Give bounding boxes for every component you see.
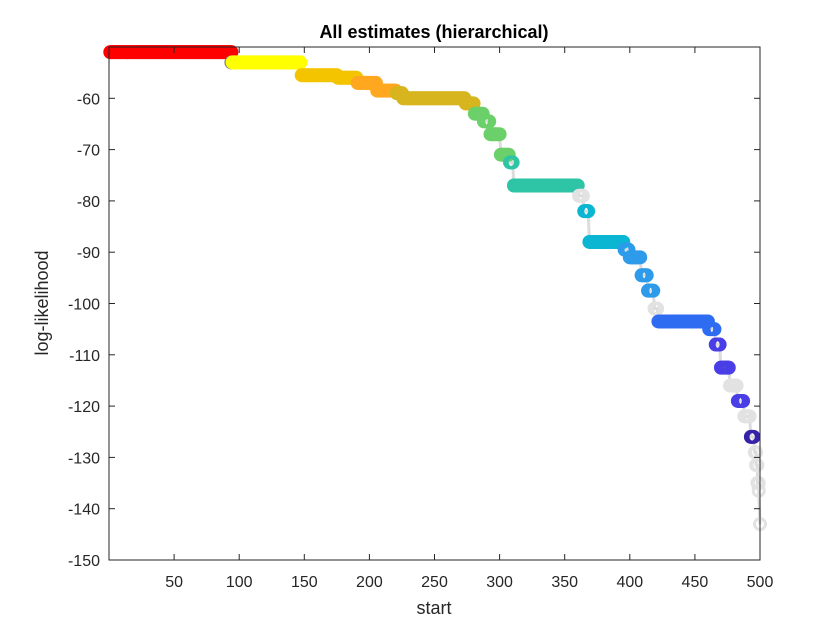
y-tick-label: -140	[68, 502, 100, 519]
data-point	[575, 188, 590, 203]
plot-background	[109, 47, 760, 560]
y-tick-label: -130	[68, 450, 100, 467]
plot-area	[103, 45, 767, 561]
data-point	[750, 458, 765, 473]
x-tick-label: 450	[682, 574, 709, 591]
y-axis-label: log-likelihood	[32, 250, 52, 355]
x-tick-label: 500	[747, 574, 774, 591]
x-tick-label: 50	[165, 574, 183, 591]
data-point	[729, 378, 744, 393]
x-tick-label: 400	[616, 574, 643, 591]
x-tick-label: 100	[226, 574, 253, 591]
x-axis-label: start	[416, 598, 451, 618]
data-point	[751, 476, 766, 491]
data-point	[736, 393, 751, 408]
x-tick-label: 350	[551, 574, 578, 591]
data-point	[650, 301, 665, 316]
x-tick-label: 150	[291, 574, 318, 591]
y-tick-label: -60	[77, 91, 100, 108]
y-tick-label: -120	[68, 399, 100, 416]
x-tick-label: 300	[486, 574, 513, 591]
x-tick-label: 250	[421, 574, 448, 591]
chart-title: All estimates (hierarchical)	[319, 22, 548, 42]
y-tick-label: -70	[77, 143, 100, 160]
data-points	[103, 45, 767, 532]
x-axis-ticks: 50 100 150 200 250 300 350 400 450 500	[165, 47, 773, 591]
y-tick-label: -150	[68, 553, 100, 570]
data-point	[751, 483, 766, 498]
data-point	[639, 268, 654, 283]
data-point	[721, 360, 736, 375]
data-point	[633, 250, 648, 265]
data-point	[746, 429, 761, 444]
data-point	[742, 409, 757, 424]
data-point	[482, 114, 497, 129]
data-point	[581, 204, 596, 219]
y-tick-label: -110	[69, 348, 100, 365]
data-point	[293, 55, 308, 70]
data-point	[505, 155, 520, 170]
data-point	[712, 337, 727, 352]
data-point	[707, 322, 722, 337]
y-axis-ticks: -60 -70 -80 -90 -100 -110 -120 -130 -140 -150	[68, 91, 760, 570]
x-tick-label: 200	[356, 574, 383, 591]
data-point	[492, 127, 507, 142]
y-tick-label: -80	[77, 194, 100, 211]
y-tick-label: -100	[68, 297, 100, 314]
data-point	[646, 283, 661, 298]
y-tick-label: -90	[77, 245, 100, 262]
